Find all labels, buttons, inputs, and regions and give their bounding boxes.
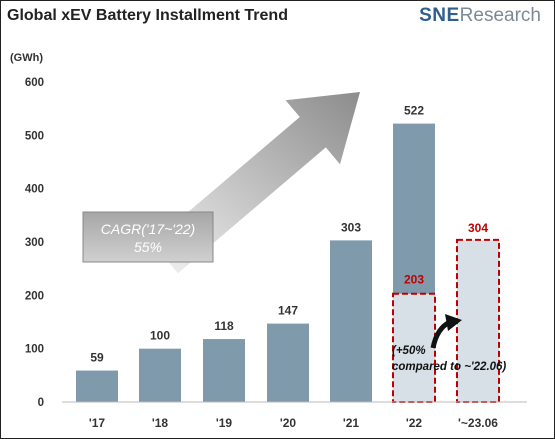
y-tick-label: 600 [25, 77, 44, 89]
bar [267, 323, 309, 402]
x-tick-label: '19 [216, 416, 233, 430]
data-label: 303 [341, 220, 361, 234]
sne-research-logo: SNEResearch [419, 5, 541, 26]
data-label: 522 [404, 104, 424, 118]
y-tick-label: 500 [25, 130, 44, 142]
cagr-label: CAGR('17~'22) [101, 221, 195, 237]
bar [76, 370, 118, 402]
growth-note-line1: (+50% [392, 345, 426, 357]
y-axis-unit-label: (GWh) [10, 52, 43, 64]
y-tick-label: 200 [25, 290, 44, 302]
y-tick-label: 100 [25, 344, 44, 356]
highlight-segment [392, 292, 436, 404]
bar [139, 348, 181, 402]
growth-note-line2: compared to ~'22.06) [392, 361, 506, 373]
x-tick-label: '~23.06 [458, 416, 498, 430]
data-label: 100 [150, 329, 170, 343]
x-tick-label: '17 [89, 416, 106, 430]
y-tick-label: 0 [38, 397, 44, 409]
cagr-value: 55% [134, 239, 162, 255]
data-label: 304 [468, 221, 488, 235]
y-tick-label: 300 [25, 237, 44, 249]
chart-title: Global xEV Battery Installment Trend [7, 7, 288, 24]
data-label: 147 [278, 304, 298, 318]
x-tick-label: '20 [280, 416, 297, 430]
data-label: 59 [90, 351, 104, 365]
x-tick-label: '22 [406, 416, 423, 430]
bar [330, 240, 372, 402]
cagr-box: CAGR('17~'22) 55% [82, 211, 214, 263]
bar [456, 238, 500, 403]
bar [203, 339, 245, 402]
x-tick-label: '21 [343, 416, 360, 430]
x-tick-label: '18 [152, 416, 169, 430]
data-label: 118 [214, 319, 234, 333]
highlight-data-label: 203 [404, 273, 424, 287]
growth-arrow-head [445, 314, 462, 331]
y-tick-label: 400 [25, 184, 44, 196]
